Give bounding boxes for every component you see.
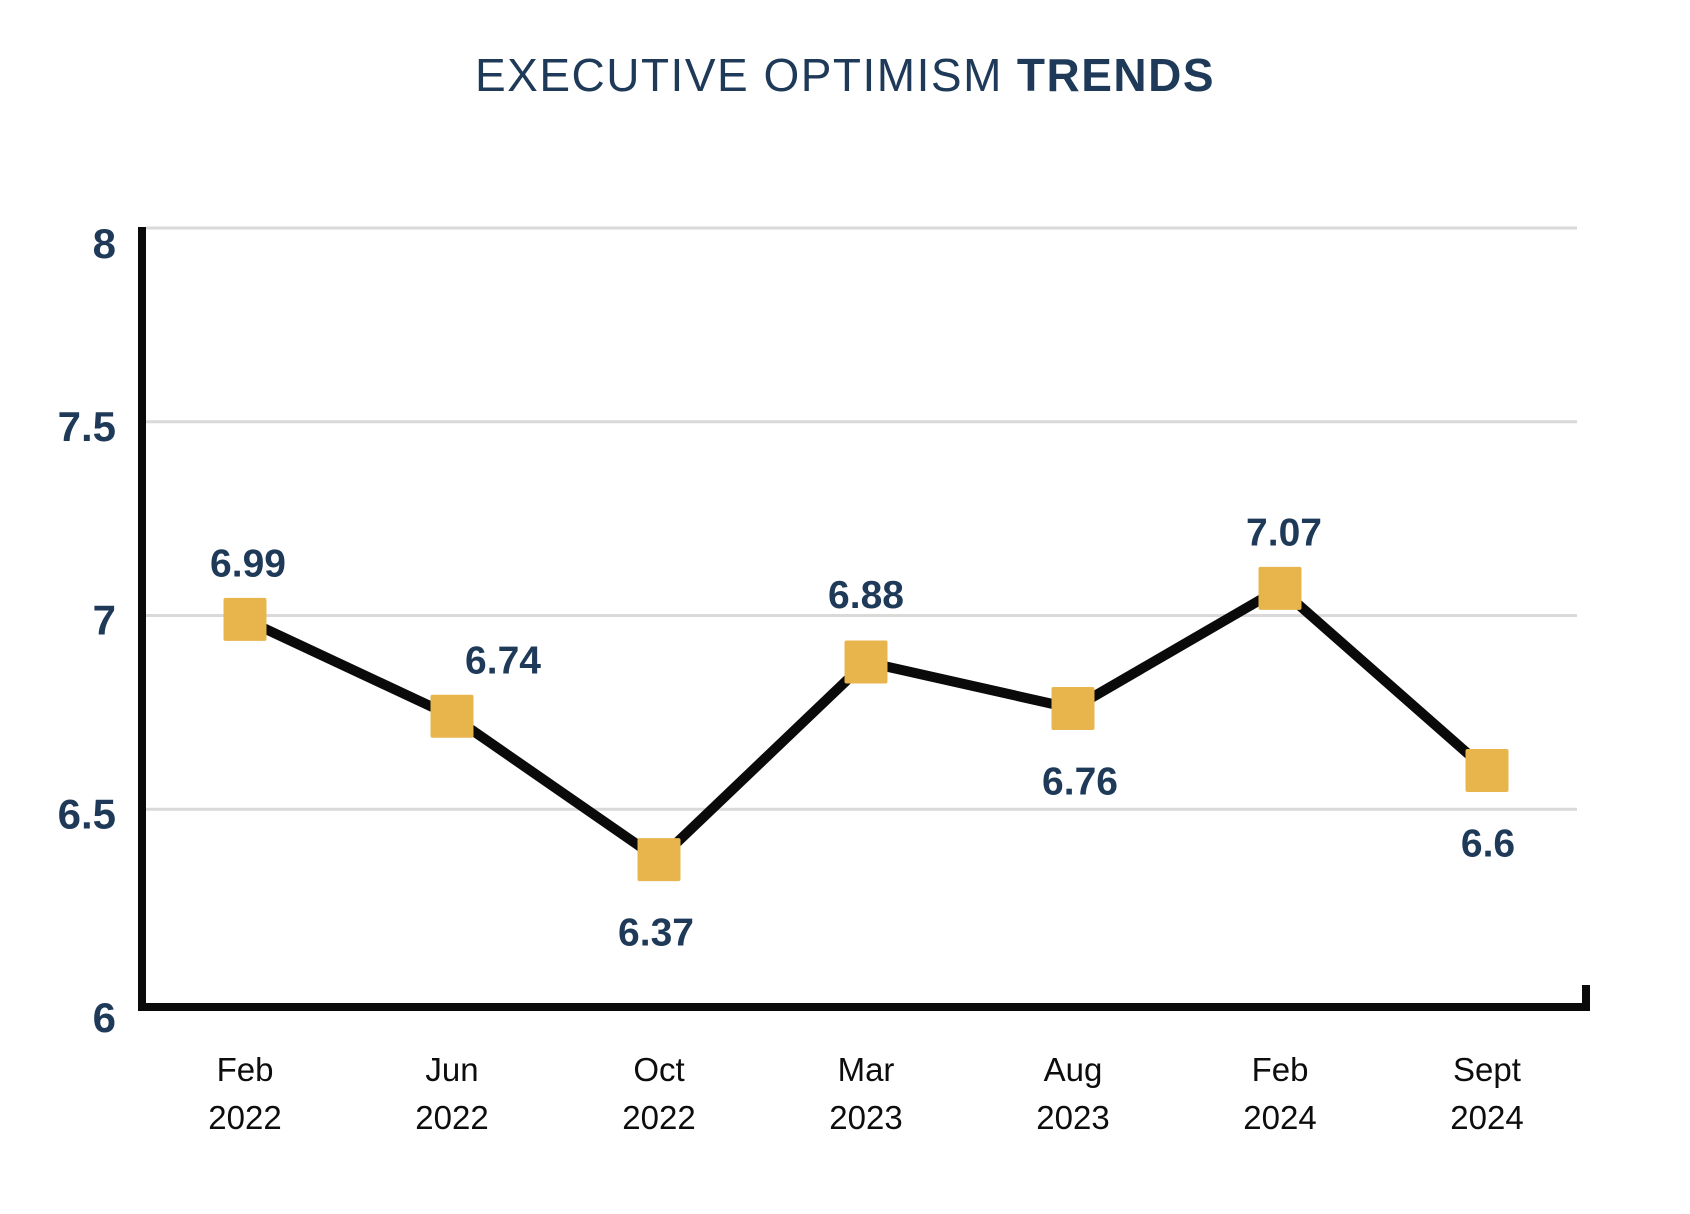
data-point-marker <box>637 838 681 882</box>
data-point-marker <box>430 694 474 738</box>
y-axis-line <box>138 227 146 1011</box>
data-point-marker <box>844 640 888 684</box>
y-tick-label: 6.5 <box>58 790 116 837</box>
x-tick-year: 2023 <box>829 1099 902 1136</box>
chart-title: EXECUTIVE OPTIMISM TRENDS <box>0 52 1690 98</box>
data-point-marker <box>1465 749 1509 792</box>
x-tick-month: Feb <box>1252 1051 1309 1088</box>
x-tick-year: 2022 <box>622 1099 695 1136</box>
y-tick-label: 6 <box>93 994 116 1041</box>
chart-title-bold: TRENDS <box>1016 49 1216 101</box>
x-tick-year: 2022 <box>208 1099 281 1136</box>
data-label: 6.37 <box>618 912 694 955</box>
x-tick-month: Mar <box>838 1051 895 1088</box>
x-tick-month: Aug <box>1044 1051 1103 1088</box>
x-tick-year: 2023 <box>1036 1099 1109 1136</box>
x-tick-year: 2024 <box>1450 1099 1523 1136</box>
x-axis-line <box>138 1003 1590 1011</box>
y-tick-label: 8 <box>93 220 116 267</box>
x-tick-month: Sept <box>1453 1051 1521 1088</box>
data-label: 6.6 <box>1461 823 1515 866</box>
data-point-marker <box>223 597 267 641</box>
x-tick-month: Jun <box>425 1051 478 1088</box>
data-label: 6.76 <box>1042 761 1118 804</box>
x-tick-year: 2022 <box>415 1099 488 1136</box>
x-tick-month: Oct <box>633 1051 684 1088</box>
data-point-marker <box>1258 566 1302 610</box>
x-axis-end-tick <box>1582 985 1590 1011</box>
y-tick-label: 7.5 <box>58 403 116 450</box>
data-label: 6.88 <box>828 574 904 617</box>
data-label: 6.99 <box>210 542 286 585</box>
chart-title-regular: EXECUTIVE OPTIMISM <box>474 49 1003 101</box>
data-point-marker <box>1051 687 1095 730</box>
data-label: 7.07 <box>1246 511 1322 554</box>
data-label: 6.74 <box>465 639 541 682</box>
x-tick-month: Feb <box>217 1051 274 1088</box>
y-tick-label: 7 <box>93 597 116 644</box>
x-tick-year: 2024 <box>1243 1099 1316 1136</box>
